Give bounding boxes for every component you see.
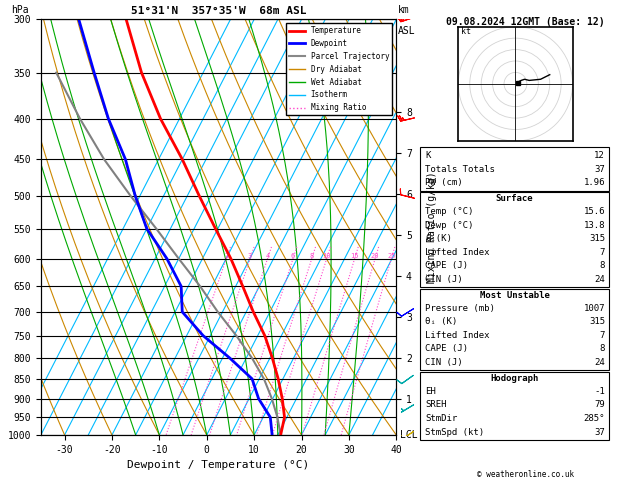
- Text: © weatheronline.co.uk: © weatheronline.co.uk: [477, 469, 574, 479]
- Text: 4: 4: [265, 253, 270, 259]
- Text: 13.8: 13.8: [584, 221, 605, 229]
- Text: Dewp (°C): Dewp (°C): [425, 221, 474, 229]
- Text: 1.96: 1.96: [584, 178, 605, 187]
- Text: 8: 8: [599, 261, 605, 270]
- Text: 6: 6: [291, 253, 295, 259]
- Text: Lifted Index: Lifted Index: [425, 248, 490, 257]
- Text: 2: 2: [224, 253, 228, 259]
- Text: Lifted Index: Lifted Index: [425, 331, 490, 340]
- Text: 79: 79: [594, 400, 605, 409]
- Text: -1: -1: [594, 387, 605, 396]
- X-axis label: Dewpoint / Temperature (°C): Dewpoint / Temperature (°C): [128, 460, 309, 470]
- Text: 09.08.2024 12GMT (Base: 12): 09.08.2024 12GMT (Base: 12): [446, 17, 604, 27]
- Text: Totals Totals: Totals Totals: [425, 165, 495, 174]
- Text: SREH: SREH: [425, 400, 447, 409]
- Text: K: K: [425, 151, 431, 160]
- Text: Hodograph: Hodograph: [491, 374, 538, 383]
- Text: hPa: hPa: [11, 5, 28, 15]
- Title: 51°31'N  357°35'W  68m ASL: 51°31'N 357°35'W 68m ASL: [131, 6, 306, 16]
- Text: 3: 3: [248, 253, 252, 259]
- Text: Pressure (mb): Pressure (mb): [425, 304, 495, 312]
- Text: 25: 25: [387, 253, 396, 259]
- Text: Surface: Surface: [496, 194, 533, 203]
- Text: 10: 10: [323, 253, 331, 259]
- Text: Mixing Ratio (g/kg): Mixing Ratio (g/kg): [427, 172, 437, 283]
- Text: θᵢ (K): θᵢ (K): [425, 317, 457, 326]
- Text: ASL: ASL: [398, 26, 416, 35]
- Text: km: km: [398, 5, 410, 15]
- Text: 24: 24: [594, 275, 605, 284]
- Text: PW (cm): PW (cm): [425, 178, 463, 187]
- Text: 15: 15: [350, 253, 359, 259]
- Text: 24: 24: [594, 358, 605, 367]
- Text: 1007: 1007: [584, 304, 605, 312]
- Text: LCL: LCL: [400, 430, 418, 440]
- Text: 12: 12: [594, 151, 605, 160]
- Text: 8: 8: [599, 345, 605, 353]
- Text: CIN (J): CIN (J): [425, 358, 463, 367]
- Text: EH: EH: [425, 387, 436, 396]
- Text: 7: 7: [599, 331, 605, 340]
- Text: 285°: 285°: [584, 414, 605, 423]
- Text: StmSpd (kt): StmSpd (kt): [425, 428, 484, 436]
- Text: 315: 315: [589, 317, 605, 326]
- Y-axis label: hPa: hPa: [0, 217, 2, 237]
- Text: θᵢ(K): θᵢ(K): [425, 234, 452, 243]
- Text: Temp (°C): Temp (°C): [425, 207, 474, 216]
- Text: CIN (J): CIN (J): [425, 275, 463, 284]
- Text: 315: 315: [589, 234, 605, 243]
- Text: 8: 8: [309, 253, 314, 259]
- Text: Most Unstable: Most Unstable: [479, 291, 550, 300]
- Text: 15.6: 15.6: [584, 207, 605, 216]
- Legend: Temperature, Dewpoint, Parcel Trajectory, Dry Adiabat, Wet Adiabat, Isotherm, Mi: Temperature, Dewpoint, Parcel Trajectory…: [286, 23, 392, 115]
- Text: StmDir: StmDir: [425, 414, 457, 423]
- Text: kt: kt: [460, 27, 470, 35]
- Text: 37: 37: [594, 428, 605, 436]
- Text: 37: 37: [594, 165, 605, 174]
- Text: 7: 7: [599, 248, 605, 257]
- Text: CAPE (J): CAPE (J): [425, 345, 468, 353]
- Text: CAPE (J): CAPE (J): [425, 261, 468, 270]
- Text: 20: 20: [371, 253, 379, 259]
